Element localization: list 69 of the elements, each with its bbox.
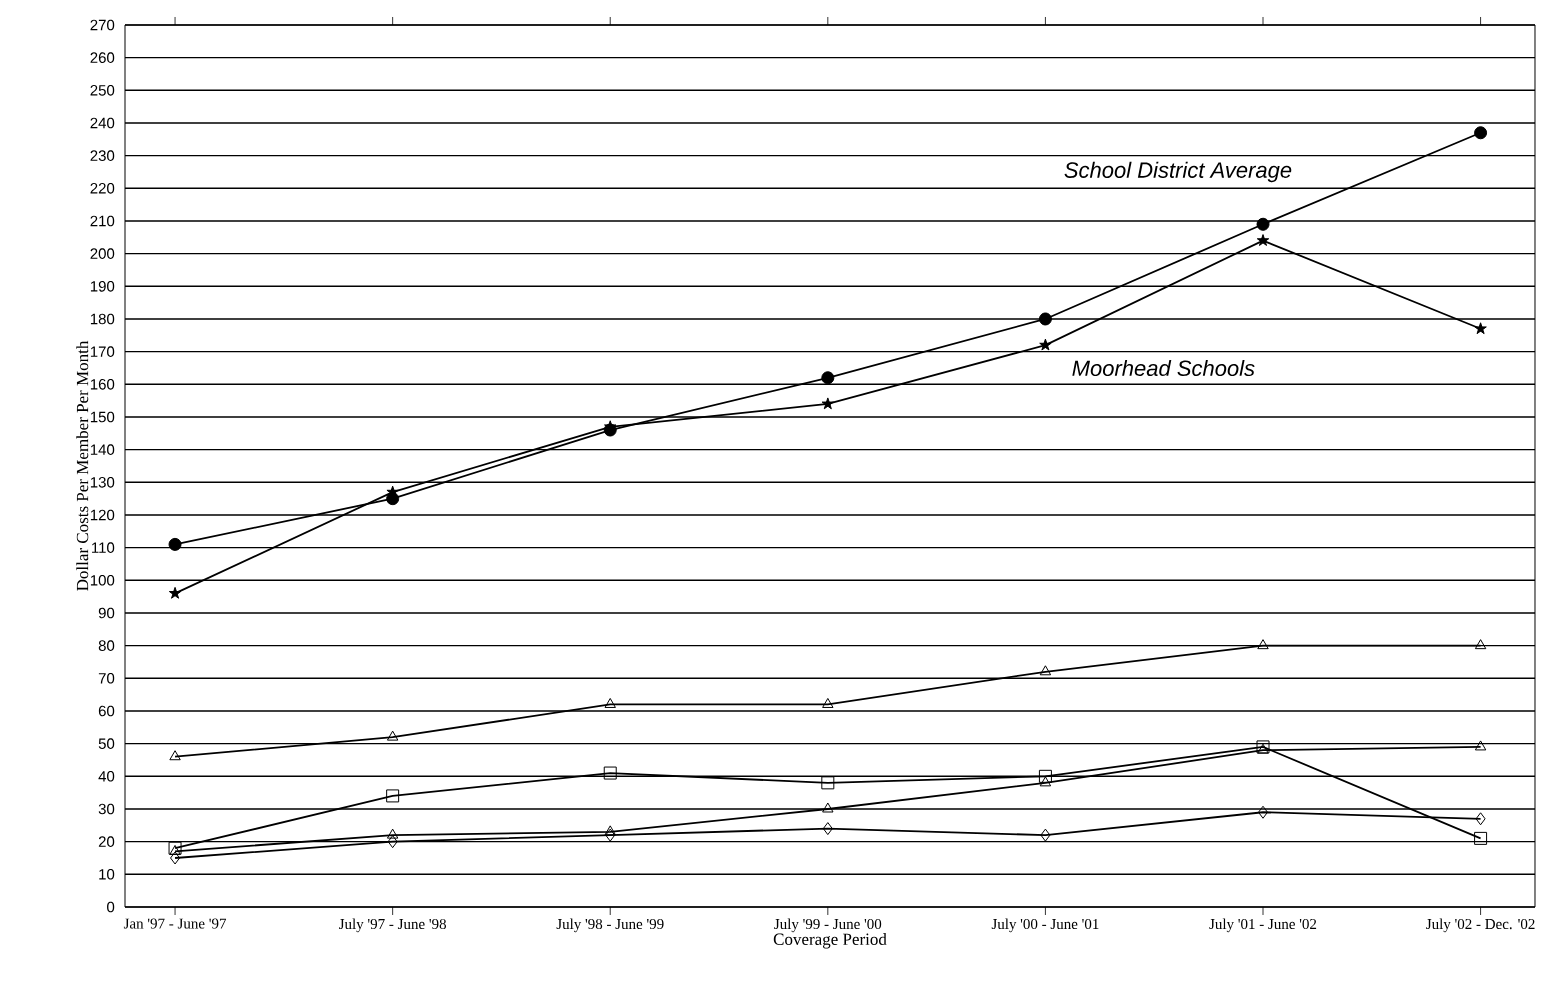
point (604, 825, 616, 836)
y-tick-label: 80 (98, 640, 115, 651)
point (387, 835, 398, 849)
y-tick-label: 260 (90, 52, 115, 63)
point (1038, 312, 1052, 326)
point (1256, 217, 1270, 231)
y-tick-label: 130 (90, 477, 115, 488)
x-tick-label: July '99 - June '00 (774, 918, 882, 933)
point (386, 789, 400, 803)
y-tick-label: 220 (90, 183, 115, 194)
point (1258, 805, 1268, 819)
y-tick-label: 240 (90, 117, 115, 129)
y-tick-label: 110 (92, 542, 115, 553)
y-tick-label: 200 (90, 248, 115, 259)
point (603, 766, 617, 780)
y-tick-label: 30 (98, 803, 115, 815)
point (386, 828, 399, 839)
y-tick-label: 140 (90, 444, 115, 455)
y-tick-label: 190 (90, 281, 115, 292)
x-axis-title: Coverage Period (773, 933, 887, 949)
point (1474, 831, 1488, 845)
point (1039, 665, 1052, 676)
y-tick-label: 120 (90, 509, 115, 521)
x-tick-label: July '02 - Dec. '02 (1426, 918, 1535, 933)
y-tick-label: 180 (90, 313, 115, 325)
y-tick-label: 170 (90, 346, 115, 357)
point (1039, 776, 1052, 787)
point (168, 537, 182, 551)
y-axis-title: Dollar Costs Per Member Per Month (76, 340, 89, 591)
point (821, 776, 835, 790)
point (605, 828, 616, 842)
point (1040, 828, 1051, 842)
x-tick-label: July '00 - June '01 (991, 918, 1099, 933)
point (822, 697, 834, 708)
y-tick-label: 70 (98, 673, 115, 684)
x-tick-label: July '01 - June '02 (1209, 918, 1317, 933)
y-tick-label: 250 (90, 85, 115, 96)
y-tick-label: 50 (98, 738, 115, 749)
y-tick-label: 40 (98, 771, 115, 782)
point (822, 802, 834, 813)
y-tick-label: 210 (90, 215, 115, 227)
point (604, 697, 616, 708)
x-tick-label: July '98 - June '99 (556, 918, 664, 933)
point (821, 397, 835, 410)
point (1475, 812, 1486, 826)
point (386, 730, 399, 741)
y-tick-label: 270 (90, 19, 115, 31)
y-tick-label: 100 (90, 575, 115, 586)
point (1474, 322, 1487, 335)
point (1474, 639, 1487, 650)
y-tick-label: 150 (90, 411, 115, 423)
y-tick-label: 0 (107, 901, 115, 913)
y-tick-label: 90 (98, 607, 115, 619)
point (1474, 126, 1488, 140)
point (822, 822, 833, 836)
x-tick-label: July '97 - June '98 (339, 918, 447, 933)
y-tick-label: 160 (90, 379, 115, 390)
point (1038, 769, 1052, 783)
y-tick-label: 10 (99, 869, 115, 880)
point (169, 750, 181, 761)
x-tick-label: Jan '97 - June '97 (123, 918, 227, 929)
point (821, 371, 835, 385)
series-label: School District Average (1064, 161, 1292, 183)
y-tick-label: 60 (98, 705, 115, 717)
point (1257, 639, 1269, 650)
y-tick-label: 230 (90, 150, 115, 161)
series-label: Moorhead Schools (1072, 359, 1255, 377)
y-tick-label: 20 (98, 836, 115, 847)
point (1474, 740, 1487, 751)
